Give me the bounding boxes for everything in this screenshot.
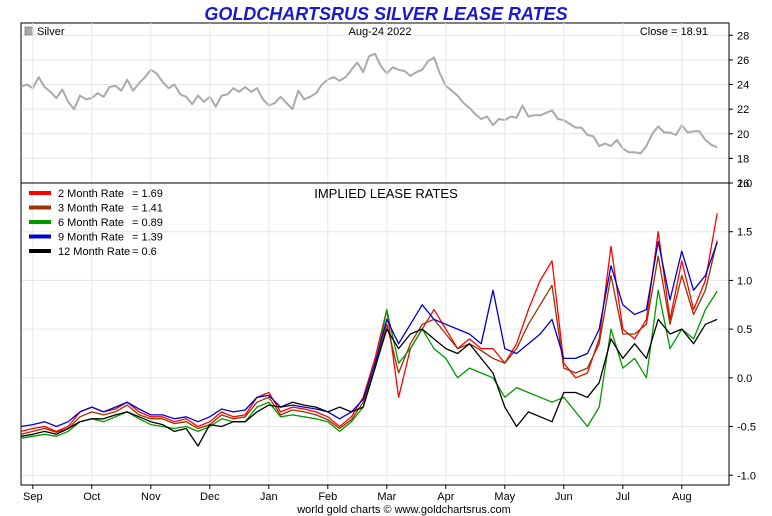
lease-rates-panel: -1.0 -0.5 0.0 0.5 1.0 1.5 2.0 Sep Oct Nov Dec Jan F…: [20, 23, 756, 503]
silver-date-label: Aug-24 2022: [349, 26, 412, 38]
silver-legend-label: Silver: [37, 26, 65, 38]
silver-y-tick-label: 28: [737, 30, 749, 42]
lease-legend-label: 9 Month Rate: [58, 232, 124, 244]
lease-legend-value: = 0.6: [132, 246, 157, 258]
lease-x-tick-label: Nov: [141, 491, 161, 503]
lease-y-tick-label: 0.0: [737, 373, 752, 385]
lease-x-tick-label: May: [494, 491, 515, 503]
lease-x-tick-label: Oct: [83, 491, 100, 503]
lease-panel-frame: [20, 182, 730, 486]
silver-y-tick-label: 22: [737, 104, 749, 116]
lease-legend-label: 3 Month Rate: [58, 203, 124, 215]
lease-legend: 2 Month Rate = 1.69 3 Month Rate = 1.41 6 Mo…: [29, 188, 163, 258]
silver-close-label: Close = 18.91: [640, 26, 708, 38]
lease-x-tick-label: Feb: [318, 491, 337, 503]
lease-legend-swatch: [29, 220, 51, 224]
lease-x-axis: Sep Oct Nov Dec Jan Feb Mar Apr May Jun Jul Aug: [23, 485, 692, 503]
silver-price-line: [20, 52, 718, 155]
lease-x-tick-label: Aug: [672, 491, 692, 503]
lease-y-tick-label: 1.5: [737, 227, 752, 239]
lease-y-axis: -1.0 -0.5 0.0 0.5 1.0 1.5 2.0: [729, 178, 756, 482]
silver-y-tick-label: 24: [737, 80, 749, 92]
lease-series-group: [20, 213, 718, 447]
silver-legend: Silver: [24, 26, 65, 38]
lease-x-tick-label: Jul: [616, 491, 630, 503]
lease-legend-label: 2 Month Rate: [58, 188, 124, 200]
lease-legend-value: = 0.89: [132, 217, 163, 229]
lease-series-line: [20, 240, 718, 428]
lease-panel-title: IMPLIED LEASE RATES: [314, 186, 458, 201]
lease-x-tick-label: Mar: [377, 491, 396, 503]
lease-legend-swatch: [29, 234, 51, 239]
lease-legend-value: = 1.69: [132, 188, 163, 200]
lease-y-tick-label: 1.0: [737, 275, 752, 287]
lease-series-line: [20, 240, 718, 435]
lease-x-tick-label: Jan: [260, 491, 278, 503]
lease-x-tick-label: Dec: [200, 491, 220, 503]
silver-y-axis: 16 18 20 22 24 26 28: [729, 30, 749, 190]
lease-legend-swatch: [29, 191, 51, 195]
lease-grid: [21, 23, 729, 485]
lease-legend-value: = 1.39: [132, 232, 163, 244]
lease-series-line: [20, 289, 718, 439]
lease-legend-value: = 1.41: [132, 203, 163, 215]
lease-legend-label: 12 Month Rate: [58, 246, 130, 258]
lease-x-tick-label: Sep: [23, 491, 43, 503]
lease-y-tick-label: 2.0: [737, 178, 752, 190]
lease-legend-swatch: [29, 249, 51, 253]
silver-legend-swatch: [24, 26, 34, 36]
lease-series-line: [20, 318, 718, 447]
lease-x-tick-label: Jun: [555, 491, 573, 503]
lease-x-tick-label: Apr: [437, 491, 454, 503]
silver-y-tick-label: 26: [737, 55, 749, 67]
lease-legend-swatch: [29, 205, 51, 210]
lease-series-line: [20, 213, 718, 433]
lease-legend-label: 6 Month Rate: [58, 217, 124, 229]
lease-y-tick-label: 0.5: [737, 324, 752, 336]
silver-price-panel: 16 18 20 22 24 26 28 Silver Aug-24 2022 Close …: [20, 22, 749, 190]
lease-y-tick-label: -1.0: [737, 470, 756, 482]
silver-series-group: [20, 52, 718, 155]
silver-y-tick-label: 20: [737, 129, 749, 141]
silver-y-tick-label: 18: [737, 153, 749, 165]
footer-credit: world gold charts © www.goldchartsrus.co…: [296, 504, 511, 516]
chart-title: GOLDCHARTSRUS SILVER LEASE RATES: [204, 4, 567, 24]
silver-y-tick-label: 16: [737, 178, 749, 190]
lease-y-tick-label: -0.5: [737, 422, 756, 434]
